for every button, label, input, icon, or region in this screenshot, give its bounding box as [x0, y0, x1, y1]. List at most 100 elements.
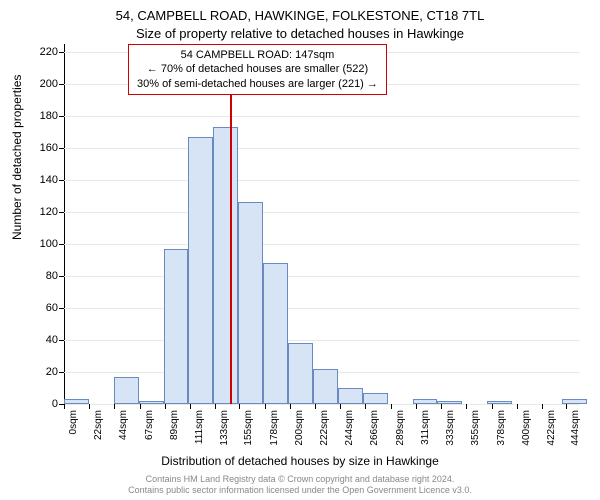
- xtick-mark: [290, 404, 291, 409]
- histogram-bar: [238, 202, 263, 404]
- xtick-mark: [340, 404, 341, 409]
- ytick-label: 140: [28, 174, 58, 186]
- page-title-line1: 54, CAMPBELL ROAD, HAWKINGE, FOLKESTONE,…: [0, 8, 600, 23]
- annotation-line3: 30% of semi-detached houses are larger (…: [137, 77, 378, 91]
- ytick-label: 220: [28, 46, 58, 58]
- xtick-mark: [566, 404, 567, 409]
- histogram-bar: [338, 388, 363, 404]
- xtick-label: 111sqm: [194, 410, 205, 444]
- gridline-h: [64, 404, 580, 405]
- ytick-label: 60: [28, 302, 58, 314]
- xtick-mark: [416, 404, 417, 409]
- credit-text: Contains HM Land Registry data © Crown c…: [0, 474, 600, 496]
- ytick-mark: [59, 244, 64, 245]
- xtick-label: 89sqm: [169, 410, 180, 440]
- ytick-label: 160: [28, 142, 58, 154]
- y-axis-line: [64, 44, 65, 404]
- ytick-mark: [59, 148, 64, 149]
- xtick-label: 311sqm: [420, 410, 431, 445]
- xtick-mark: [165, 404, 166, 409]
- xtick-mark: [215, 404, 216, 409]
- annotation-line1: 54 CAMPBELL ROAD: 147sqm: [137, 48, 378, 62]
- chart-container: 54, CAMPBELL ROAD, HAWKINGE, FOLKESTONE,…: [0, 0, 600, 500]
- ytick-mark: [59, 308, 64, 309]
- ytick-mark: [59, 84, 64, 85]
- xtick-label: 289sqm: [395, 410, 406, 446]
- xtick-label: 155sqm: [243, 410, 254, 446]
- x-axis-label: Distribution of detached houses by size …: [0, 454, 600, 468]
- gridline-h: [64, 276, 580, 277]
- marker-line: [230, 44, 232, 404]
- xtick-mark: [542, 404, 543, 409]
- gridline-h: [64, 148, 580, 149]
- ytick-mark: [59, 276, 64, 277]
- ytick-mark: [59, 340, 64, 341]
- histogram-bar: [313, 369, 338, 404]
- ytick-mark: [59, 116, 64, 117]
- xtick-mark: [391, 404, 392, 409]
- xtick-mark: [140, 404, 141, 409]
- xtick-label: 422sqm: [546, 410, 557, 446]
- annotation-box: 54 CAMPBELL ROAD: 147sqm ← 70% of detach…: [128, 44, 387, 95]
- histogram-bar: [114, 377, 139, 404]
- gridline-h: [64, 340, 580, 341]
- xtick-label: 133sqm: [219, 410, 230, 446]
- xtick-mark: [265, 404, 266, 409]
- histogram-bar: [213, 127, 238, 404]
- xtick-label: 178sqm: [269, 410, 280, 446]
- annotation-line2: ← 70% of detached houses are smaller (52…: [137, 62, 378, 76]
- plot-area: 0204060801001201401601802002200sqm22sqm4…: [64, 44, 580, 404]
- xtick-mark: [64, 404, 65, 409]
- histogram-bar: [139, 401, 164, 404]
- xtick-mark: [365, 404, 366, 409]
- ytick-label: 0: [28, 398, 58, 410]
- ytick-mark: [59, 212, 64, 213]
- xtick-label: 22sqm: [93, 410, 104, 440]
- histogram-bar: [188, 137, 213, 404]
- page-title-line2: Size of property relative to detached ho…: [0, 26, 600, 41]
- xtick-label: 44sqm: [118, 410, 129, 440]
- credit-line2: Contains public sector information licen…: [0, 485, 600, 496]
- ytick-label: 40: [28, 334, 58, 346]
- ytick-label: 120: [28, 206, 58, 218]
- credit-line1: Contains HM Land Registry data © Crown c…: [0, 474, 600, 485]
- y-axis-label: Number of detached properties: [10, 75, 24, 240]
- gridline-h: [64, 308, 580, 309]
- ytick-label: 80: [28, 270, 58, 282]
- xtick-mark: [190, 404, 191, 409]
- gridline-h: [64, 244, 580, 245]
- xtick-label: 400sqm: [521, 410, 532, 446]
- xtick-mark: [315, 404, 316, 409]
- histogram-bar: [363, 393, 388, 404]
- xtick-mark: [441, 404, 442, 409]
- ytick-label: 180: [28, 110, 58, 122]
- xtick-mark: [466, 404, 467, 409]
- xtick-label: 200sqm: [294, 410, 305, 446]
- gridline-h: [64, 116, 580, 117]
- histogram-bar: [64, 399, 89, 404]
- xtick-label: 378sqm: [496, 410, 507, 446]
- chart-plot: 0204060801001201401601802002200sqm22sqm4…: [64, 44, 580, 404]
- xtick-label: 266sqm: [369, 410, 380, 446]
- xtick-mark: [492, 404, 493, 409]
- histogram-bar: [164, 249, 189, 404]
- xtick-mark: [517, 404, 518, 409]
- xtick-label: 222sqm: [319, 410, 330, 446]
- histogram-bar: [263, 263, 288, 404]
- gridline-h: [64, 212, 580, 213]
- xtick-mark: [89, 404, 90, 409]
- xtick-label: 444sqm: [570, 410, 581, 446]
- ytick-label: 200: [28, 78, 58, 90]
- xtick-label: 0sqm: [68, 410, 79, 434]
- xtick-label: 355sqm: [470, 410, 481, 446]
- xtick-label: 333sqm: [445, 410, 456, 446]
- ytick-mark: [59, 372, 64, 373]
- ytick-label: 100: [28, 238, 58, 250]
- histogram-bar: [288, 343, 313, 404]
- xtick-mark: [114, 404, 115, 409]
- xtick-mark: [239, 404, 240, 409]
- xtick-label: 244sqm: [344, 410, 355, 446]
- xtick-label: 67sqm: [144, 410, 155, 440]
- ytick-mark: [59, 180, 64, 181]
- gridline-h: [64, 180, 580, 181]
